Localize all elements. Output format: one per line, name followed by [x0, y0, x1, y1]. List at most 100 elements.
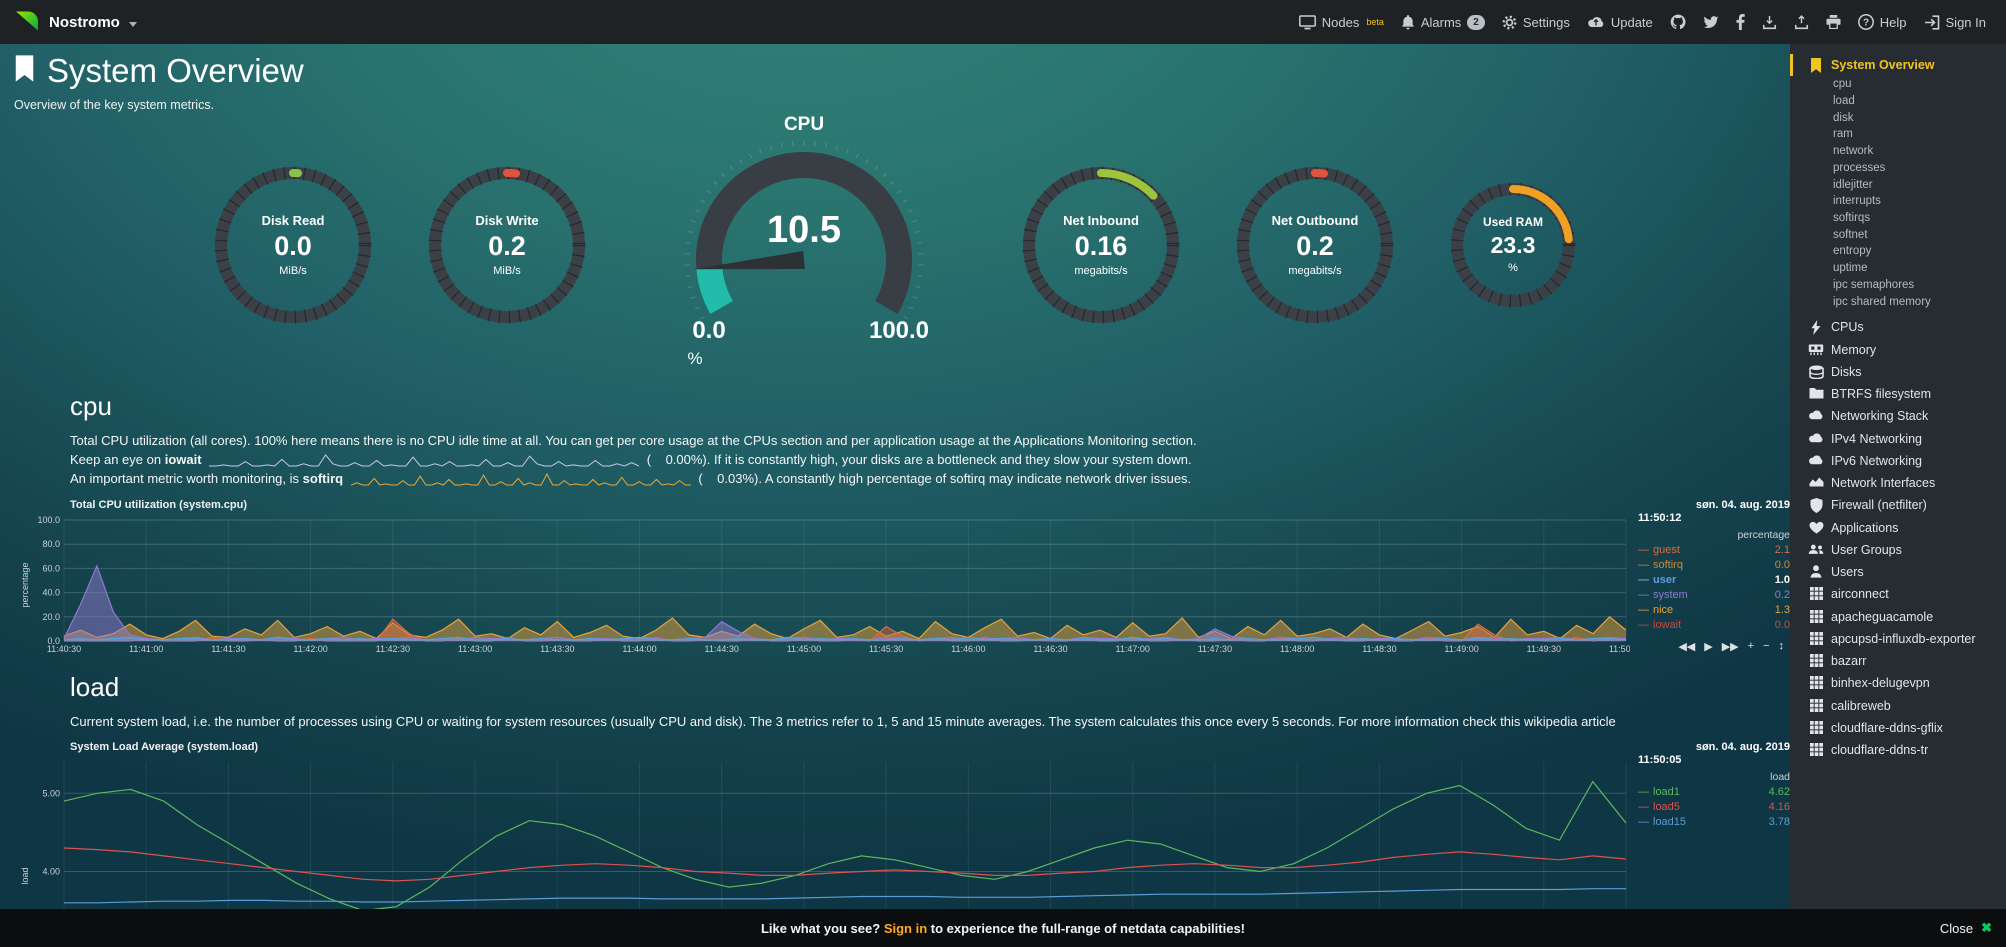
sidebar-item-applications[interactable]: Applications — [1800, 517, 1998, 539]
nav-help[interactable]: ? Help — [1857, 14, 1907, 30]
sidebar-item-apacheguacamole[interactable]: apacheguacamole — [1800, 606, 1998, 628]
nav-github[interactable] — [1670, 14, 1686, 30]
footer-sign-in-link[interactable]: Sign in — [883, 920, 928, 936]
legend-cpu-system[interactable]: — system 0.2 — [1638, 588, 1790, 601]
legend-load-load1[interactable]: — load1 4.62 — [1638, 786, 1790, 799]
svg-text:?: ? — [1863, 18, 1869, 29]
gauges-row: Disk Read 0.0 MiB/s Disk Write 0.2 MiB/s CPU… — [0, 114, 1790, 375]
sidebar-subitem-entropy[interactable]: entropy — [1833, 245, 1872, 258]
sidebar-subitem-softirqs[interactable]: softirqs — [1833, 212, 1871, 224]
sidebar-item-system-overview[interactable]: System Overview — [1790, 54, 1998, 77]
cpu-chart-toolbar: ◀◀ ▶ ▶▶ + − ↕ — [1638, 638, 1790, 655]
svg-text:100.0: 100.0 — [869, 317, 929, 344]
sidebar-item-cloudflare-ddns-tr[interactable]: cloudflare-ddns-tr — [1800, 739, 1998, 761]
sidebar-item-airconnect[interactable]: airconnect — [1800, 583, 1998, 605]
sidebar-item-ipv6-networking[interactable]: IPv6 Networking — [1800, 450, 1998, 472]
sidebar-item-calibreweb[interactable]: calibreweb — [1800, 695, 1998, 717]
sidebar: System Overview cpu load disk ram network proc… — [1790, 44, 2006, 947]
gauge-net-inbound[interactable]: Net Inbound 0.16 megabits/s — [1017, 161, 1185, 329]
th-icon — [1808, 654, 1824, 668]
gauge-net-outbound[interactable]: Net Outbound 0.2 megabits/s — [1231, 161, 1399, 329]
sidebar-subitem-interrupts[interactable]: interrupts — [1833, 195, 1881, 208]
svg-text:11:41:30: 11:41:30 — [211, 644, 245, 654]
cpu-toolbar-backward-button[interactable]: ◀◀ — [1678, 640, 1696, 653]
sidebar-subitem-idlejitter[interactable]: idlejitter — [1833, 178, 1873, 191]
sidebar-item-btrfs-filesystem[interactable]: BTRFS filesystem — [1800, 383, 1998, 405]
sidebar-item-binhex-delugevpn[interactable]: binhex-delugevpn — [1800, 672, 1998, 694]
gauge-disk-read[interactable]: Disk Read 0.0 MiB/s — [209, 161, 377, 329]
legend-cpu-iowait[interactable]: — iowait 0.0 — [1638, 618, 1790, 631]
close-banner-button[interactable]: Close ✖ — [1939, 920, 1992, 936]
nav-update[interactable]: Update — [1587, 15, 1653, 30]
settings-icon — [1502, 15, 1517, 30]
legend-cpu-guest[interactable]: — guest 2.1 — [1638, 543, 1790, 556]
nav-settings[interactable]: Settings — [1502, 15, 1570, 30]
bookmark-icon — [1808, 58, 1824, 73]
sidebar-subitem-cpu[interactable]: cpu — [1833, 78, 1852, 91]
sidebar-subitem-ipc-semaphores[interactable]: ipc semaphores — [1833, 278, 1915, 291]
sidebar-subitem-softnet[interactable]: softnet — [1833, 228, 1868, 241]
sidebar-subitem-disk[interactable]: disk — [1833, 111, 1854, 124]
sidebar-subitem-processes[interactable]: processes — [1833, 161, 1886, 174]
sidebar-item-cloudflare-ddns-gflix[interactable]: cloudflare-ddns-gflix — [1800, 717, 1998, 739]
sidebar-subitem-ipc-shared-memory[interactable]: ipc shared memory — [1833, 295, 1931, 308]
legend-load-load5[interactable]: — load5 4.16 — [1638, 801, 1790, 814]
nav-sign-in[interactable]: Sign In — [1924, 15, 1986, 30]
svg-text:11:42:00: 11:42:00 — [293, 644, 327, 654]
svg-text:20.0: 20.0 — [42, 611, 60, 621]
svg-text:%: % — [687, 349, 702, 368]
bolt-icon — [1808, 320, 1824, 336]
nav-download-snapshot[interactable] — [1762, 15, 1777, 30]
cpu-toolbar-forward-button[interactable]: ▶▶ — [1721, 640, 1739, 653]
cpu-toolbar-play-button[interactable]: ▶ — [1704, 640, 1713, 653]
cpu-toolbar-zoom-out-button[interactable]: − — [1763, 639, 1770, 652]
legend-cpu-softirq[interactable]: — softirq 0.0 — [1638, 558, 1790, 571]
nav-upload-snapshot[interactable] — [1794, 14, 1809, 30]
update-icon — [1587, 15, 1605, 29]
node-selector[interactable]: Nostromo — [14, 8, 137, 37]
cpu-toolbar-zoom-in-button[interactable]: + — [1747, 639, 1755, 652]
nav-twitter[interactable] — [1703, 15, 1719, 29]
close-icon: ✖ — [1981, 920, 1992, 935]
sidebar-item-networking-stack[interactable]: Networking Stack — [1800, 405, 1998, 427]
legend-cpu-nice[interactable]: — nice 1.3 — [1638, 603, 1790, 616]
gauge-disk-write[interactable]: Disk Write 0.2 MiB/s — [423, 161, 591, 329]
svg-text:11:46:00: 11:46:00 — [951, 644, 985, 654]
svg-text:11:44:00: 11:44:00 — [622, 644, 656, 654]
legend-cpu-user[interactable]: — user 1.0 — [1638, 573, 1790, 586]
sidebar-item-cpus[interactable]: CPUs — [1800, 316, 1998, 338]
legend-load-load15[interactable]: — load15 3.78 — [1638, 816, 1790, 829]
sidebar-subitem-load[interactable]: load — [1833, 94, 1855, 107]
sidebar-subitem-ram[interactable]: ram — [1833, 128, 1853, 141]
sidebar-item-users[interactable]: Users — [1800, 561, 1998, 583]
sidebar-item-network-interfaces[interactable]: Network Interfaces — [1800, 472, 1998, 494]
sidebar-item-ipv4-networking[interactable]: IPv4 Networking — [1800, 428, 1998, 450]
nav-alarms[interactable]: Alarms 2 — [1401, 14, 1485, 30]
svg-text:4.00: 4.00 — [42, 867, 60, 877]
sidebar-subitem-uptime[interactable]: uptime — [1833, 262, 1868, 275]
cpu-chart-plot[interactable]: percentage 11:40:30 11:41:00 11:41:30 11:42… — [20, 514, 1643, 656]
gauge-used-ram[interactable]: Used RAM 23.3% — [1445, 177, 1581, 313]
cpu-toolbar-resize-button[interactable]: ↕ — [1778, 639, 1785, 652]
nodes-icon — [1298, 14, 1316, 30]
iowait-sparkline[interactable] — [209, 453, 640, 468]
sidebar-item-bazarr[interactable]: bazarr — [1800, 650, 1998, 672]
bookmark-icon — [14, 52, 35, 90]
sidebar-item-apcupsd-influxdb-exporter[interactable]: apcupsd-influxdb-exporter — [1800, 628, 1998, 650]
cpu-desc-line2: Keep an eye on iowait ( 0.00%). If it is… — [70, 451, 1192, 468]
sidebar-subitem-network[interactable]: network — [1833, 145, 1874, 158]
sidebar-item-memory[interactable]: Memory — [1800, 339, 1998, 361]
nav-facebook[interactable] — [1736, 14, 1745, 30]
nav-print[interactable] — [1826, 15, 1841, 29]
sidebar-item-user-groups[interactable]: User Groups — [1800, 539, 1998, 561]
sidebar-item-disks[interactable]: Disks — [1800, 361, 1998, 383]
sidebar-item-firewall-netfilter[interactable]: Firewall (netfilter) — [1800, 494, 1998, 516]
softirq-sparkline[interactable] — [350, 472, 691, 487]
gauge-cpu[interactable]: CPU 10.5 0.0 100.0% — [637, 114, 971, 375]
signin-banner: Like what you see? Sign in to experience… — [0, 909, 2006, 947]
nav-nodes[interactable]: Nodes beta — [1298, 14, 1384, 30]
cpu-chart-canvas[interactable]: 11:40:30 11:41:00 11:41:30 11:42:00 11:42:30… — [24, 514, 1643, 656]
page-subtitle: Overview of the key system metrics. — [14, 98, 215, 112]
svg-text:11:40:30: 11:40:30 — [47, 644, 81, 654]
navbar-actions: Nodes beta Alarms 2 Settings Update ? Help Sign … — [1298, 14, 1992, 30]
